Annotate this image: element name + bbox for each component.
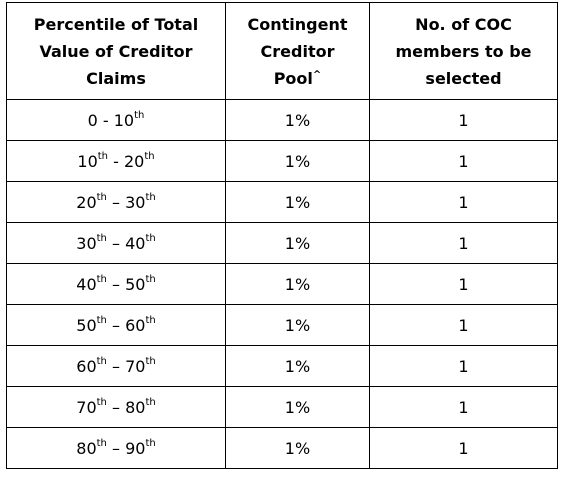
header-coc-members-label: No. of COC members to be selected xyxy=(370,11,557,92)
percentile-from: 80 xyxy=(76,439,96,458)
table-body: 0 - 10th 1% 1 10th - 20th 1% 1 20th – 30… xyxy=(7,100,558,469)
percentile-cell: 0 - 10th xyxy=(7,100,226,141)
pool-cell: 1% xyxy=(226,141,370,182)
members-cell: 1 xyxy=(370,141,558,182)
percentile-to: 40 xyxy=(125,234,145,253)
creditor-pool-table: Percentile of Total Value of Creditor Cl… xyxy=(6,2,558,469)
percentile-to: 60 xyxy=(125,316,145,335)
pool-cell: 1% xyxy=(226,264,370,305)
percentile-cell: 30th – 40th xyxy=(7,223,226,264)
percentile-from: 0 xyxy=(88,111,98,130)
percentile-to-suffix: th xyxy=(145,356,155,367)
members-cell: 1 xyxy=(370,223,558,264)
percentile-separator: – xyxy=(107,316,125,335)
table-row: 20th – 30th 1% 1 xyxy=(7,182,558,223)
pool-cell: 1% xyxy=(226,346,370,387)
percentile-to: 50 xyxy=(125,275,145,294)
percentile-to-suffix: th xyxy=(145,397,155,408)
percentile-from-suffix: th xyxy=(97,233,107,244)
members-cell: 1 xyxy=(370,182,558,223)
percentile-to: 10 xyxy=(114,111,134,130)
header-caret-mark: ^ xyxy=(313,69,321,80)
percentile-to-suffix: th xyxy=(144,151,154,162)
percentile-separator: – xyxy=(107,234,125,253)
percentile-separator: – xyxy=(107,275,125,294)
percentile-separator: – xyxy=(107,193,125,212)
members-cell: 1 xyxy=(370,264,558,305)
table-row: 70th – 80th 1% 1 xyxy=(7,387,558,428)
header-row: Percentile of Total Value of Creditor Cl… xyxy=(7,3,558,100)
table-row: 30th – 40th 1% 1 xyxy=(7,223,558,264)
percentile-from-suffix: th xyxy=(97,192,107,203)
members-cell: 1 xyxy=(370,305,558,346)
percentile-separator: – xyxy=(107,398,125,417)
header-contingent-pool-text: Contingent Creditor Pool xyxy=(248,15,348,88)
percentile-cell: 60th – 70th xyxy=(7,346,226,387)
percentile-from-suffix: th xyxy=(97,356,107,367)
pool-cell: 1% xyxy=(226,305,370,346)
percentile-to: 20 xyxy=(124,152,144,171)
percentile-cell: 10th - 20th xyxy=(7,141,226,182)
percentile-cell: 20th – 30th xyxy=(7,182,226,223)
percentile-from-suffix: th xyxy=(97,438,107,449)
percentile-separator: - xyxy=(98,111,114,130)
pool-cell: 1% xyxy=(226,100,370,141)
percentile-from: 60 xyxy=(76,357,96,376)
percentile-to: 30 xyxy=(125,193,145,212)
members-cell: 1 xyxy=(370,428,558,469)
percentile-from-suffix: th xyxy=(97,315,107,326)
percentile-to-suffix: th xyxy=(145,233,155,244)
pool-cell: 1% xyxy=(226,223,370,264)
table-row: 50th – 60th 1% 1 xyxy=(7,305,558,346)
percentile-from: 10 xyxy=(77,152,97,171)
percentile-from-suffix: th xyxy=(97,274,107,285)
percentile-to-suffix: th xyxy=(145,274,155,285)
pool-cell: 1% xyxy=(226,428,370,469)
percentile-from-suffix: th xyxy=(97,397,107,408)
percentile-cell: 50th – 60th xyxy=(7,305,226,346)
percentile-from: 70 xyxy=(76,398,96,417)
percentile-cell: 80th – 90th xyxy=(7,428,226,469)
header-contingent-pool-label: Contingent Creditor Pool^ xyxy=(226,11,369,92)
header-contingent-pool: Contingent Creditor Pool^ xyxy=(226,3,370,100)
header-coc-members: No. of COC members to be selected xyxy=(370,3,558,100)
percentile-cell: 70th – 80th xyxy=(7,387,226,428)
percentile-to-suffix: th xyxy=(145,438,155,449)
pool-cell: 1% xyxy=(226,182,370,223)
members-cell: 1 xyxy=(370,100,558,141)
percentile-to: 70 xyxy=(125,357,145,376)
percentile-separator: – xyxy=(107,357,125,376)
percentile-from: 40 xyxy=(76,275,96,294)
percentile-from: 50 xyxy=(76,316,96,335)
header-percentile-label: Percentile of Total Value of Creditor Cl… xyxy=(7,11,225,92)
percentile-to-suffix: th xyxy=(145,315,155,326)
table-row: 10th - 20th 1% 1 xyxy=(7,141,558,182)
percentile-separator: - xyxy=(108,152,124,171)
percentile-from: 30 xyxy=(76,234,96,253)
table-row: 40th – 50th 1% 1 xyxy=(7,264,558,305)
percentile-to-suffix: th xyxy=(134,110,144,121)
percentile-separator: – xyxy=(107,439,125,458)
percentile-from: 20 xyxy=(76,193,96,212)
percentile-cell: 40th – 50th xyxy=(7,264,226,305)
percentile-to: 90 xyxy=(125,439,145,458)
table-row: 60th – 70th 1% 1 xyxy=(7,346,558,387)
percentile-to-suffix: th xyxy=(145,192,155,203)
table-row: 0 - 10th 1% 1 xyxy=(7,100,558,141)
members-cell: 1 xyxy=(370,346,558,387)
members-cell: 1 xyxy=(370,387,558,428)
table-row: 80th – 90th 1% 1 xyxy=(7,428,558,469)
percentile-to: 80 xyxy=(125,398,145,417)
header-percentile: Percentile of Total Value of Creditor Cl… xyxy=(7,3,226,100)
pool-cell: 1% xyxy=(226,387,370,428)
percentile-from-suffix: th xyxy=(98,151,108,162)
